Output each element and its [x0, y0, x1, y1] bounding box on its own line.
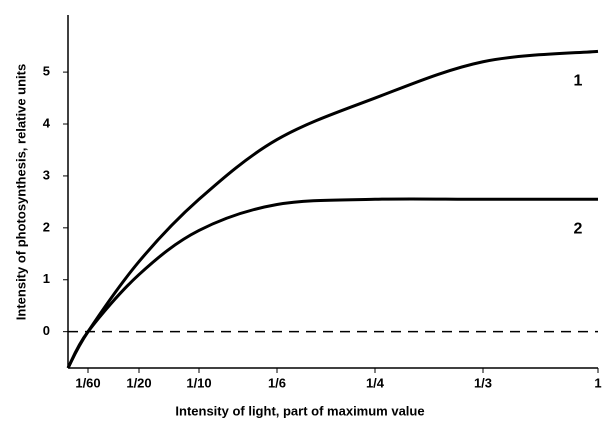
y-tick-label: 0 [43, 323, 50, 338]
y-tick-label: 5 [43, 64, 50, 79]
series-label: 1 [574, 73, 583, 90]
y-tick-label: 3 [43, 167, 50, 182]
x-tick-label: 1/6 [268, 375, 286, 390]
x-tick-label: 1/3 [474, 375, 492, 390]
x-tick-label: 1 [594, 375, 601, 390]
x-tick-label: 1/20 [126, 375, 151, 390]
line [66, 197, 598, 369]
series-label: 2 [574, 221, 583, 238]
y-axis-label: Intensity of photosynthesis, relative un… [13, 64, 28, 320]
y-tick-label: 2 [43, 219, 50, 234]
line [66, 49, 599, 369]
y-tick-label: 4 [43, 115, 51, 130]
y-tick-label: 1 [43, 271, 50, 286]
x-tick-label: 1/60 [75, 375, 100, 390]
x-axis-label: Intensity of light, part of maximum valu… [175, 403, 424, 418]
x-tick-label: 1/10 [186, 375, 211, 390]
x-tick-label: 1/4 [366, 375, 385, 390]
